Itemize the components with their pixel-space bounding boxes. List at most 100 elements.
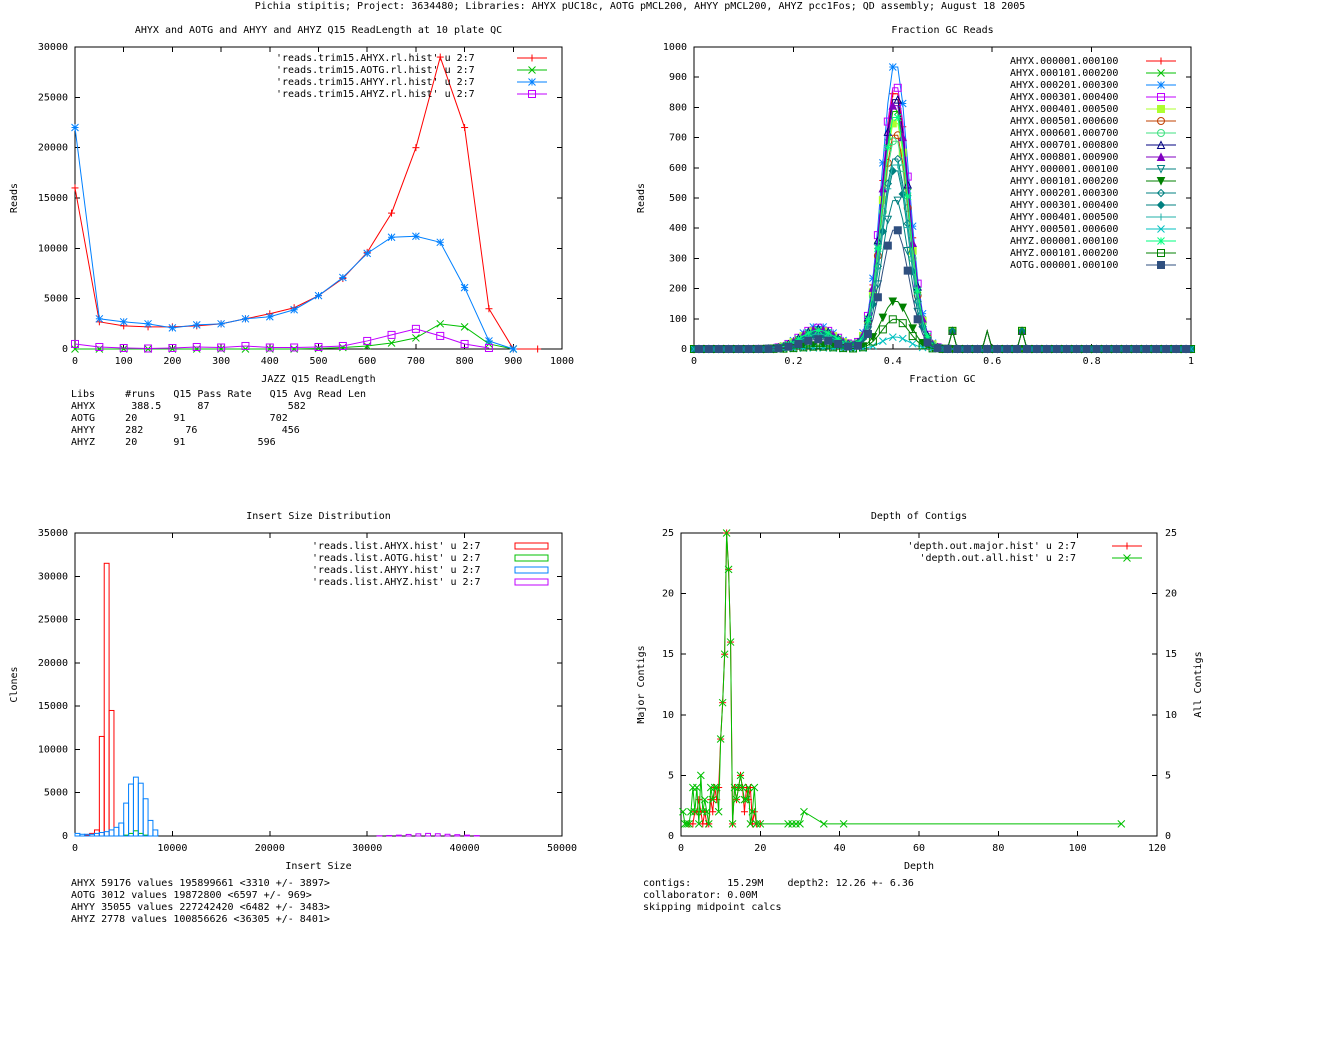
x-tick-label: 30000	[352, 843, 382, 854]
data-point-stroke	[722, 529, 731, 537]
series-2	[123, 830, 149, 837]
data-point-stroke	[241, 314, 250, 323]
y-tick-label: 600	[669, 163, 687, 174]
data-point	[948, 326, 957, 335]
data-point-stroke	[893, 107, 902, 116]
data-point-shape	[814, 335, 823, 344]
data-point-shape	[888, 315, 897, 324]
data-point	[878, 325, 887, 334]
data-point	[1022, 345, 1031, 353]
legend-marker-shape	[1157, 117, 1165, 125]
legend-marker-shape	[1156, 177, 1166, 186]
data-point-shape	[694, 345, 703, 353]
legend-label: AHYX.000201.000300	[1010, 80, 1118, 91]
data-point-shape	[893, 196, 903, 206]
data-point-shape	[1032, 345, 1041, 353]
y-tick-label: 30000	[38, 42, 68, 53]
legend-marker	[528, 66, 536, 74]
data-point-stroke	[119, 317, 128, 326]
data-point	[893, 83, 902, 92]
data-point	[168, 343, 177, 352]
data-point-shape	[883, 215, 893, 225]
data-point-stroke	[436, 238, 445, 247]
data-point	[744, 344, 753, 353]
x-tick-label: 20000	[255, 843, 285, 854]
histogram-bar	[113, 826, 120, 837]
data-point	[387, 233, 396, 242]
data-point	[704, 345, 713, 353]
data-point-stroke	[509, 345, 518, 353]
y-tick-label: 25	[662, 528, 674, 539]
data-point-stroke	[724, 565, 733, 574]
histogram-bar	[108, 709, 115, 837]
data-point-stroke	[714, 807, 723, 816]
histogram-bar	[93, 832, 100, 837]
y-tick-label: 0	[62, 344, 68, 355]
data-point	[696, 771, 705, 780]
data-point	[685, 820, 693, 828]
data-point-shape	[1062, 345, 1071, 353]
legend-marker	[1156, 152, 1166, 161]
data-point-stroke	[412, 232, 420, 241]
legend-marker-shape	[1156, 140, 1166, 149]
x-tick-label: 0.6	[983, 356, 1001, 367]
legend-marker	[1156, 165, 1166, 174]
histogram-bar	[444, 833, 451, 837]
data-point	[973, 345, 982, 353]
histogram-bar	[118, 822, 125, 837]
data-point-stroke	[694, 820, 703, 828]
data-point-shape	[314, 342, 323, 351]
data-point	[744, 783, 753, 792]
data-point-shape	[888, 297, 898, 307]
data-point	[1052, 345, 1061, 353]
data-point-shape	[460, 339, 469, 348]
data-point-stroke	[685, 820, 693, 828]
data-point	[460, 339, 469, 348]
data-point-shape	[893, 83, 902, 92]
data-point-stroke	[742, 795, 751, 804]
legend-marker	[1157, 81, 1165, 89]
footer-line: AHYX 59176 values 195899661 <3310 +/- 38…	[71, 878, 330, 889]
data-point	[732, 795, 741, 804]
data-point	[736, 771, 745, 780]
histogram-bar	[147, 819, 154, 837]
data-point-stroke	[740, 795, 749, 804]
data-point-shape	[764, 344, 773, 353]
data-point-shape	[241, 341, 250, 350]
data-point-stroke	[893, 113, 902, 122]
x-tick-label: 900	[504, 356, 522, 367]
data-point	[1142, 345, 1151, 353]
data-point	[412, 144, 420, 152]
data-point-shape	[834, 339, 843, 348]
data-point	[71, 345, 79, 353]
data-point	[814, 335, 823, 344]
data-point-shape	[1082, 345, 1091, 353]
data-point	[1122, 345, 1131, 353]
data-point-shape	[119, 343, 128, 352]
data-point	[338, 273, 347, 282]
data-point	[436, 331, 445, 340]
legend-label: 'reads.list.AHYY.hist' u 2:7	[312, 565, 481, 576]
data-point	[913, 315, 922, 324]
data-point-stroke	[702, 807, 711, 816]
legend-label: 'depth.out.major.hist' u 2:7	[907, 541, 1076, 552]
x-tick-label: 0.4	[884, 356, 902, 367]
histogram-bar	[123, 802, 130, 837]
x-axis-label: Fraction GC	[909, 374, 975, 385]
x-tick-label: 1000	[550, 356, 574, 367]
data-point	[824, 336, 833, 345]
data-point	[794, 339, 803, 348]
data-point-shape	[387, 330, 396, 339]
data-point	[683, 820, 691, 828]
data-point-shape	[953, 344, 962, 353]
data-point-stroke	[864, 315, 872, 324]
data-point-stroke	[71, 345, 79, 353]
data-point	[691, 807, 699, 816]
data-point	[485, 305, 493, 313]
series-3	[74, 776, 159, 837]
data-point-stroke	[746, 820, 755, 828]
histogram-bar	[79, 833, 86, 837]
data-point-stroke	[814, 326, 823, 335]
legend-marker	[1157, 129, 1165, 137]
